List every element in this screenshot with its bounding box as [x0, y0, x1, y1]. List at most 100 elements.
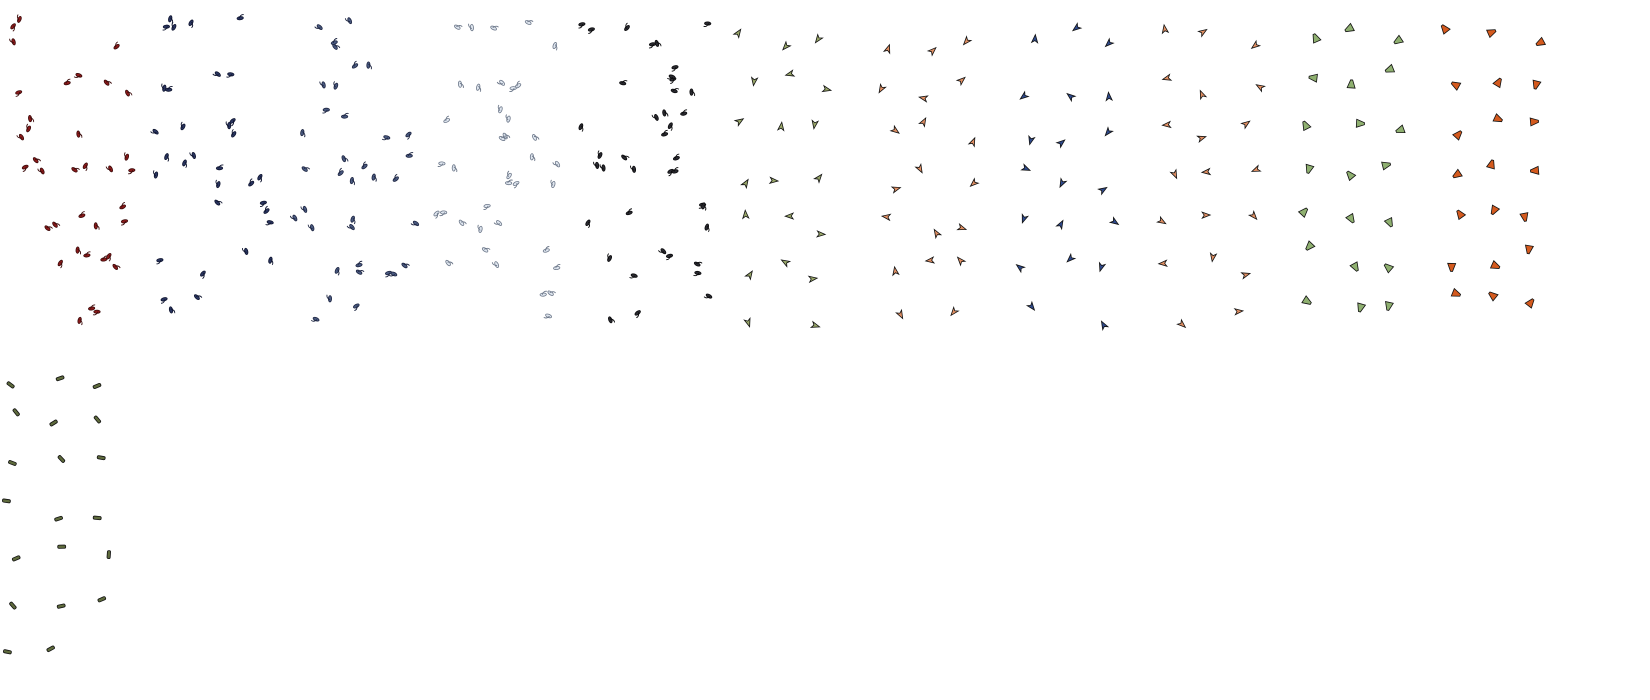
arrowhead-sprite — [1055, 139, 1066, 149]
cone-sprite — [1355, 118, 1365, 128]
cone-sprite — [1312, 33, 1322, 44]
arrowhead-sprite — [813, 173, 823, 184]
bird-sprite — [458, 219, 467, 226]
bird-sprite — [75, 246, 82, 255]
shell-sprite — [106, 550, 111, 560]
cone-sprite — [1308, 73, 1318, 83]
cone-sprite — [1346, 170, 1357, 182]
arrowhead-sprite — [1098, 261, 1107, 273]
bird-sprite — [658, 248, 667, 255]
bird-flock-red-group — [9, 14, 136, 326]
arrowhead-sprite — [1200, 167, 1212, 176]
bird-sprite — [552, 42, 558, 51]
bird-sprite — [532, 134, 540, 141]
bird-sprite — [476, 83, 482, 93]
bird-flock-white-group — [433, 20, 561, 319]
arrowhead-green-group — [1297, 22, 1406, 313]
bird-sprite — [37, 167, 45, 175]
bird-sprite — [505, 114, 511, 123]
bird-sprite — [439, 210, 448, 217]
bird-sprite — [77, 316, 83, 326]
bird-sprite — [168, 306, 176, 314]
bird-sprite — [371, 173, 377, 182]
arrowhead-salmon-group — [878, 35, 980, 320]
cone-sprite — [1452, 130, 1463, 141]
bird-sprite — [82, 162, 88, 172]
arrowhead-sprite — [1028, 134, 1036, 146]
arrowhead-sprite — [732, 28, 742, 39]
cone-sprite — [1384, 63, 1396, 73]
bird-sprite — [231, 128, 237, 138]
bird-sprite — [9, 38, 16, 46]
cone-sprite — [1524, 244, 1535, 255]
bird-sprite — [542, 246, 550, 253]
arrowhead-sprite — [914, 162, 923, 174]
bird-sprite — [634, 310, 641, 319]
arrowhead-sprite — [1066, 252, 1077, 263]
arrowhead-sprite — [878, 82, 887, 94]
bird-sprite — [225, 121, 232, 130]
cone-sprite — [1395, 124, 1406, 133]
bird-sprite — [704, 223, 710, 233]
shell-sprite — [6, 381, 15, 389]
cone-sprite — [1492, 77, 1502, 89]
arrowhead-sprite — [1201, 211, 1212, 219]
bird-sprite — [667, 122, 673, 131]
arrowhead-sprite — [750, 76, 759, 87]
bird-sprite — [689, 88, 696, 97]
arrowhead-sprite — [956, 222, 968, 231]
bird-sprite — [481, 247, 491, 253]
bird-sprite — [454, 24, 463, 30]
bird-sprite — [625, 208, 633, 216]
bird-sprite — [165, 85, 173, 92]
cone-sprite — [1383, 216, 1393, 228]
arrowhead-sprite — [768, 176, 780, 185]
bird-sprite — [607, 253, 613, 262]
bird-sprite — [529, 153, 536, 162]
arrowhead-sprite — [1030, 33, 1039, 44]
arrowhead-sprite — [742, 209, 750, 220]
cone-sprite — [1440, 24, 1451, 35]
arrowhead-salmon-2-group — [1156, 23, 1266, 329]
cone-sprite — [1305, 240, 1316, 251]
arrowhead-sprite — [1209, 252, 1218, 263]
arrowhead-sprite — [1199, 89, 1208, 101]
bird-sprite — [351, 60, 359, 69]
bird-sprite — [337, 167, 344, 176]
bird-flock-charcoal-group — [578, 21, 713, 324]
arrowhead-sprite — [740, 178, 749, 190]
cone-sprite — [1383, 263, 1395, 274]
bird-flock-slate-group — [289, 17, 420, 322]
bird-sprite — [443, 115, 451, 123]
bird-sprite — [693, 261, 703, 267]
bird-sprite — [248, 178, 255, 187]
arrowhead-sprite — [1025, 300, 1036, 312]
bird-sprite — [128, 168, 136, 175]
bird-sprite — [164, 153, 170, 162]
cone-sprite — [1524, 298, 1535, 309]
cone-sprite — [1486, 29, 1497, 39]
arrowhead-sprite — [1240, 272, 1252, 280]
arrowhead-sprite — [784, 69, 796, 77]
arrowhead-sprite — [1255, 84, 1266, 93]
cone-sprite — [1456, 209, 1467, 221]
bird-sprite — [651, 113, 659, 121]
arrowhead-sprite — [1233, 308, 1245, 316]
bird-sprite — [553, 264, 561, 271]
cone-sprite — [1489, 260, 1501, 269]
bird-sprite — [497, 104, 503, 114]
arrowhead-sprite — [780, 259, 792, 268]
bird-sprite — [289, 214, 298, 222]
bird-sprite — [349, 177, 356, 186]
bird-sprite — [57, 259, 63, 269]
arrowhead-sprite — [1161, 73, 1173, 81]
bird-sprite — [445, 259, 454, 267]
arrowhead-sprite — [1250, 164, 1262, 172]
arrowhead-sprite — [882, 43, 891, 55]
bird-sprite — [578, 123, 584, 132]
bird-sprite — [301, 166, 311, 172]
bird-sprite — [665, 253, 674, 261]
bird-sprite — [457, 80, 464, 89]
cone-sprite — [1393, 34, 1404, 45]
bird-sprite — [153, 170, 159, 179]
